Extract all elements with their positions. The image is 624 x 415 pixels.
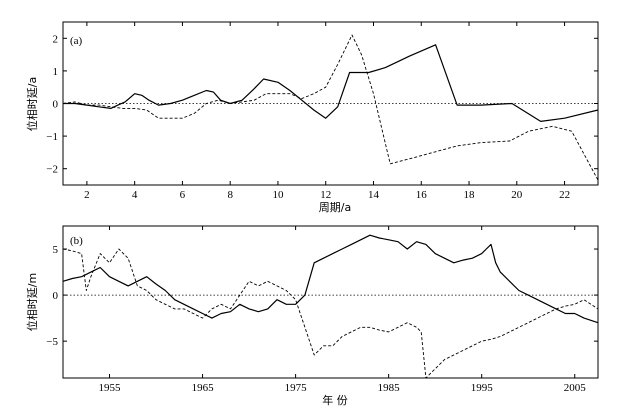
panel-a-ytick-label: 1 (53, 66, 59, 78)
panel-a-xtick-label: 2 (84, 189, 90, 201)
panel-a-ytick-label: 0 (53, 99, 59, 111)
panel-a-xtick-label: 10 (272, 189, 284, 201)
panel-b-ytick-label: −5 (46, 336, 58, 348)
panel-a-xtick-label: 12 (320, 189, 331, 201)
panel-a-xtick-label: 22 (559, 189, 570, 201)
panel-a-xtick-label: 18 (464, 189, 476, 201)
panel-b-xlabel: 年 份 (322, 393, 348, 407)
panel-b-series (62, 234, 599, 379)
panel-b-xtick-label: 1995 (471, 382, 494, 394)
panel-a-xtick-label: 4 (132, 189, 138, 201)
panel-a-xtick-label: 20 (511, 189, 523, 201)
panel-b-ytick-label: 0 (53, 290, 59, 302)
panel-a-xlabel: 周期/a (319, 201, 351, 214)
panel-b-plot-frame (62, 225, 599, 379)
panel-a-xtick-label: 6 (180, 189, 186, 201)
panel-a-ytick-label: 2 (53, 33, 59, 45)
panel-b-ylabel: 位相时延/m (25, 273, 39, 331)
panel-a-label: (a) (70, 35, 83, 47)
panel-b-series-dashed-line (62, 248, 599, 379)
panel-b: 1955 1965 1975 1985 1995 2005−505 (b) 位相时延/m … (25, 225, 599, 407)
panel-b-xtick-label: 2005 (564, 382, 587, 394)
panel-b-xtick-label: 1985 (378, 382, 401, 394)
panel-a-xtick-label: 8 (227, 189, 233, 201)
panel-a-series (62, 34, 599, 181)
panel-a-ylabel: 位相时延/a (25, 77, 39, 131)
panel-b-xtick-label: 1975 (285, 382, 308, 394)
panel-a-series-solid-line (63, 44, 599, 123)
panel-b-xtick-label: 1965 (192, 382, 215, 394)
panel-a-xtick-label: 16 (416, 189, 428, 201)
panel-b-xtick-label: 1955 (99, 382, 122, 394)
panel-a-ytick-label: −1 (46, 131, 58, 143)
panel-a-series-dashed-line (62, 34, 599, 181)
panel-b-ticks: 1955 1965 1975 1985 1995 2005 −5 0 5 (46, 226, 598, 394)
panel-a-ytick-label: −2 (46, 164, 58, 176)
panel-b-series-solid-line (62, 234, 599, 324)
panel-a-xtick-label: 14 (368, 189, 380, 201)
panel-b-label: (b) (70, 235, 83, 247)
panel-b-ytick-label: 5 (53, 244, 59, 256)
